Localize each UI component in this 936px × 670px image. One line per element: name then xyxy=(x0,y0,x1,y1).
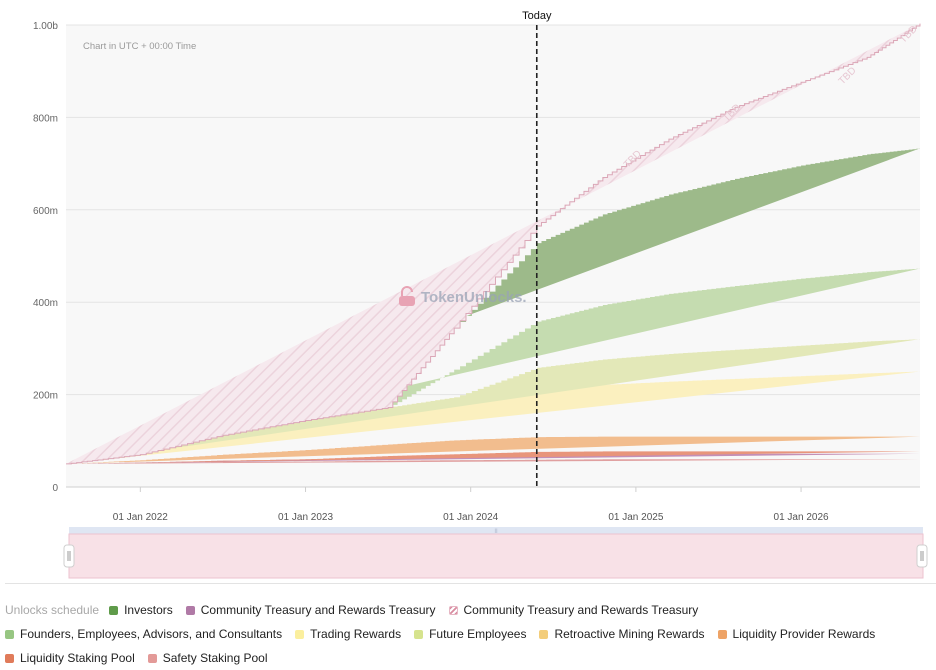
y-tick-label: 0 xyxy=(52,483,58,494)
legend-swatch xyxy=(147,653,157,663)
legend-swatch xyxy=(5,629,14,639)
x-tick-label: 01 Jan 2023 xyxy=(278,512,333,523)
navigator-grip[interactable]: II xyxy=(494,529,498,535)
legend-label: Retroactive Mining Rewards xyxy=(554,627,705,641)
watermark-text: TokenUnlocks. xyxy=(421,289,527,306)
divider xyxy=(5,583,936,584)
navigator-track xyxy=(69,527,923,534)
area-series xyxy=(66,339,920,464)
legend-row-1: Unlocks schedule Investors Community Tre… xyxy=(5,598,931,622)
legend-item-liquidity-staking[interactable]: Liquidity Staking Pool xyxy=(5,651,135,665)
legend-label: Safety Staking Pool xyxy=(162,651,268,665)
area-series xyxy=(66,436,920,464)
area-series xyxy=(66,451,920,464)
x-tick-label: 01 Jan 2024 xyxy=(443,512,498,523)
x-axis: 01 Jan 2022 01 Jan 2023 01 Jan 2024 01 Jan … xyxy=(66,486,920,523)
legend-item-future-employees[interactable]: Future Employees xyxy=(414,627,526,641)
legend-swatch xyxy=(185,605,195,615)
range-navigator[interactable]: II xyxy=(63,527,928,579)
legend-title: Unlocks schedule xyxy=(5,603,100,617)
legend-swatch xyxy=(717,629,727,639)
legend-item-community-treasury-tbd[interactable]: Community Treasury and Rewards Treasury xyxy=(448,603,699,617)
area-series xyxy=(66,371,920,464)
legend-row-2: Founders, Employees, Advisors, and Consu… xyxy=(5,622,931,646)
legend-swatch xyxy=(5,653,14,663)
y-tick-label: 200m xyxy=(33,391,58,402)
today-label: Today xyxy=(522,10,552,22)
legend-swatch xyxy=(295,629,305,639)
legend-label: Future Employees xyxy=(429,627,527,641)
legend-item-trading-rewards[interactable]: Trading Rewards xyxy=(295,627,401,641)
legend-item-liquidity-provider[interactable]: Liquidity Provider Rewards xyxy=(717,627,876,641)
y-tick-label: 600m xyxy=(33,206,58,217)
y-tick-label: 1.00b xyxy=(33,21,58,32)
legend-item-safety-staking[interactable]: Safety Staking Pool xyxy=(147,651,268,665)
legend-item-community-treasury[interactable]: Community Treasury and Rewards Treasury xyxy=(185,603,436,617)
legend-item-retroactive-mining[interactable]: Retroactive Mining Rewards xyxy=(539,627,705,641)
legend-label: Trading Rewards xyxy=(310,627,402,641)
x-tick-label: 01 Jan 2026 xyxy=(774,512,829,523)
legend-item-investors[interactable]: Investors xyxy=(109,603,173,617)
navigator-left-handle[interactable] xyxy=(63,544,75,568)
x-tick-label: 01 Jan 2022 xyxy=(113,512,168,523)
legend-row-3: Liquidity Staking Pool Safety Staking Po… xyxy=(5,646,931,670)
lock-icon xyxy=(399,286,415,306)
legend-label: Liquidity Provider Rewards xyxy=(732,627,876,641)
y-tick-label: 800m xyxy=(33,113,58,124)
legend-swatch xyxy=(539,629,549,639)
legend-item-founders[interactable]: Founders, Employees, Advisors, and Consu… xyxy=(5,627,282,641)
legend-swatch-hatched xyxy=(448,605,458,615)
stacked-areas xyxy=(66,23,921,465)
area-series xyxy=(66,459,920,464)
legend-label: Liquidity Staking Pool xyxy=(20,651,135,665)
y-axis: 0 200m 400m 600m 800m 1.00b xyxy=(33,21,58,494)
legend-label: Investors xyxy=(124,603,173,617)
navigator-right-handle[interactable] xyxy=(916,544,928,568)
area-series xyxy=(66,453,920,464)
watermark: TokenUnlocks. xyxy=(399,286,527,306)
legend-label: Founders, Employees, Advisors, and Consu… xyxy=(20,627,283,641)
legend-label: Community Treasury and Rewards Treasury xyxy=(463,603,699,617)
legend: Unlocks schedule Investors Community Tre… xyxy=(5,598,931,670)
y-tick-label: 400m xyxy=(33,298,58,309)
legend-label: Community Treasury and Rewards Treasury xyxy=(200,603,436,617)
timezone-note: Chart in UTC + 00:00 Time xyxy=(83,41,196,52)
legend-swatch xyxy=(414,629,424,639)
x-tick-label: 01 Jan 2025 xyxy=(608,512,663,523)
navigator-selection[interactable] xyxy=(68,533,924,579)
legend-swatch xyxy=(109,605,119,615)
